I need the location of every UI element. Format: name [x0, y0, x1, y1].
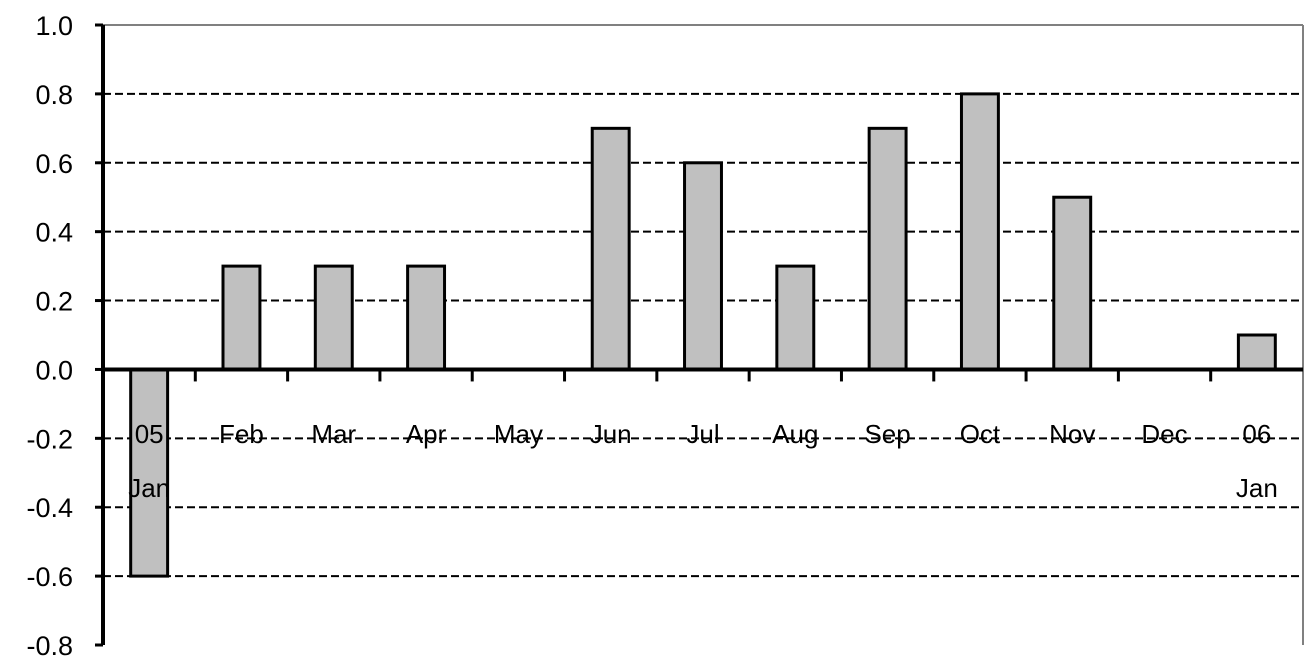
bar-series — [129, 92, 1277, 578]
bar-6 — [683, 161, 723, 371]
x-category-label-9: Oct — [960, 419, 1001, 449]
axes — [95, 23, 1303, 647]
x-category-label-2: Mar — [311, 419, 356, 449]
bar-5 — [590, 126, 631, 371]
x-category-label-0-line-0: 05 — [135, 419, 164, 449]
x-category-label-10: Nov — [1049, 419, 1095, 449]
y-tick-label-9: 1.0 — [35, 11, 73, 41]
x-category-label-3-line-0: Apr — [406, 419, 447, 449]
x-category-label-4-line-0: May — [494, 419, 543, 449]
y-axis-tick-labels: -0.8 -0.6 -0.4 -0.2 0.0 0.2 0.4 0.6 0.8 1.0 — [26, 11, 73, 657]
x-category-label-10-line-0: Nov — [1049, 419, 1095, 449]
x-category-label-12-line-1: Jan — [1236, 473, 1278, 503]
y-tick-label-7: 0.6 — [35, 149, 73, 179]
y-tick-label-1: -0.6 — [26, 562, 73, 592]
y-tick-label-4: 0.0 — [35, 355, 73, 385]
x-category-label-12: 06 Jan — [1236, 419, 1278, 503]
x-category-label-1-line-0: Feb — [219, 419, 264, 449]
x-category-label-4: May — [494, 419, 543, 449]
y-tick-label-8: 0.8 — [35, 80, 73, 110]
x-category-label-11: Dec — [1141, 419, 1187, 449]
bar-1 — [221, 264, 262, 371]
bar-10 — [1052, 195, 1093, 371]
x-category-label-5: Jun — [590, 419, 632, 449]
x-category-label-7-line-0: Aug — [772, 419, 818, 449]
y-tick-label-3: -0.2 — [26, 424, 73, 454]
x-category-label-6: Jul — [686, 419, 719, 449]
x-category-label-8: Sep — [864, 419, 910, 449]
y-tick-label-2: -0.4 — [26, 493, 73, 523]
x-category-label-11-line-0: Dec — [1141, 419, 1187, 449]
x-category-label-6-line-0: Jul — [686, 419, 719, 449]
x-category-label-8-line-0: Sep — [864, 419, 910, 449]
x-category-label-1: Feb — [219, 419, 264, 449]
x-category-label-12-line-0: 06 — [1242, 419, 1271, 449]
bar-12 — [1236, 333, 1277, 371]
x-category-label-7: Aug — [772, 419, 818, 449]
x-category-label-9-line-0: Oct — [960, 419, 1001, 449]
bar-3 — [406, 264, 447, 371]
y-tick-label-6: 0.4 — [35, 218, 73, 248]
bar-2 — [313, 264, 354, 371]
bar-9 — [959, 92, 1000, 371]
x-category-label-3: Apr — [406, 419, 447, 449]
bar-7 — [775, 264, 816, 371]
y-tick-label-0: -0.8 — [26, 631, 73, 657]
y-tick-label-5: 0.2 — [35, 287, 73, 317]
x-category-label-2-line-0: Mar — [311, 419, 356, 449]
x-axis-category-labels: 05 Jan Feb Mar Apr May Jun Jul Aug Sep Oct Nov Dec 06… — [128, 419, 1278, 503]
bar-8 — [867, 126, 908, 371]
x-category-label-5-line-0: Jun — [590, 419, 632, 449]
x-category-label-0-line-1: Jan — [128, 473, 170, 503]
x-category-label-0: 05 Jan — [128, 419, 170, 503]
